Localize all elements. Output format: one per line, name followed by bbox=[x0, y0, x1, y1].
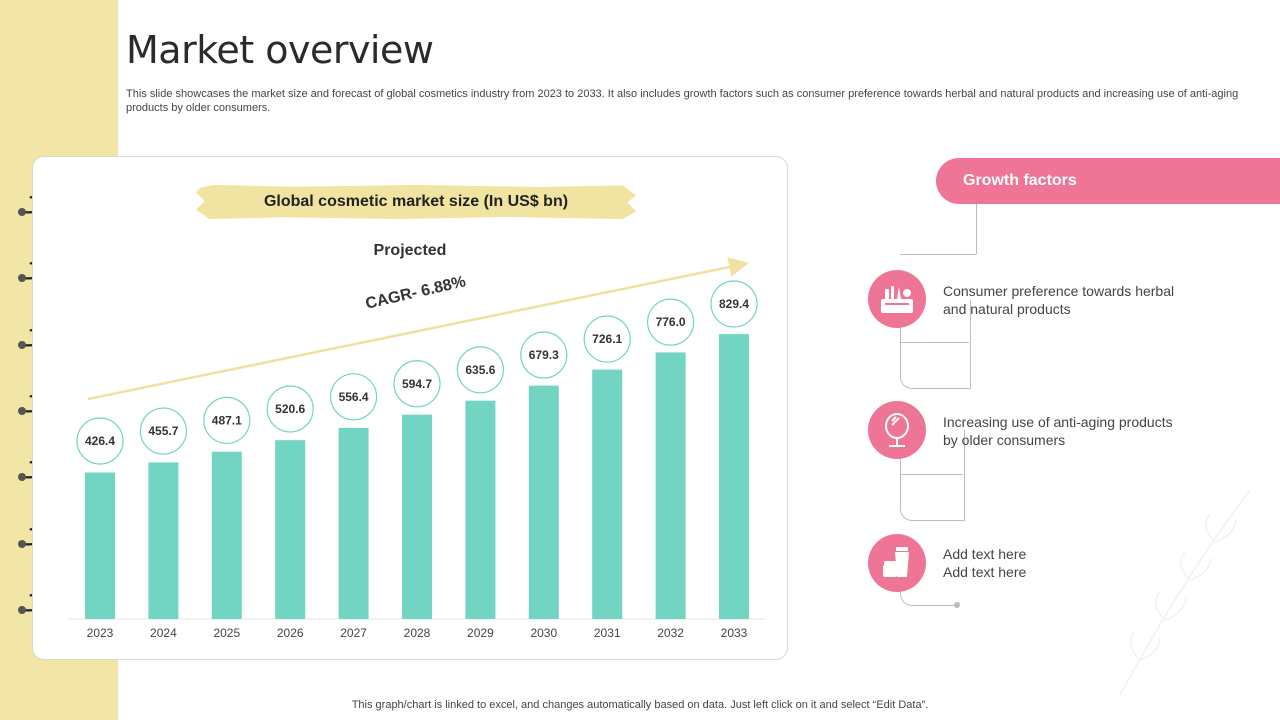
value-label-circle bbox=[330, 373, 378, 421]
cagr-trend-arrow bbox=[87, 257, 749, 401]
value-label-circle bbox=[583, 315, 631, 363]
growth-factor-line: by older consumers bbox=[943, 432, 1066, 448]
value-label-circle bbox=[203, 396, 251, 444]
data-label: 829.4 bbox=[719, 297, 749, 311]
connector-line bbox=[900, 342, 969, 343]
growth-factor-line: Consumer preference towards herbal bbox=[943, 283, 1175, 299]
bar-2032[interactable] bbox=[655, 352, 686, 619]
x-tick-label: 2031 bbox=[594, 626, 621, 640]
growth-factor-text: Add text here Add text here bbox=[943, 545, 1213, 581]
data-label: 455.7 bbox=[148, 424, 178, 438]
bar-2024[interactable] bbox=[148, 462, 179, 619]
x-tick-label: 2032 bbox=[657, 626, 684, 640]
binder-hole bbox=[18, 606, 26, 614]
connector-line bbox=[900, 300, 971, 389]
x-tick-label: 2029 bbox=[467, 626, 494, 640]
growth-factor-line: and natural products bbox=[943, 301, 1071, 317]
bar-2023[interactable] bbox=[85, 472, 115, 619]
binder-hole bbox=[18, 341, 26, 349]
page-description: This slide showcases the market size and… bbox=[126, 88, 1239, 114]
x-tick-label: 2033 bbox=[721, 626, 748, 640]
connector-line bbox=[900, 254, 976, 255]
bar-2026[interactable] bbox=[275, 440, 306, 619]
leaf-decoration bbox=[1119, 489, 1251, 696]
binder-hole bbox=[18, 540, 26, 548]
x-tick-label: 2025 bbox=[213, 626, 240, 640]
value-label-circle bbox=[266, 385, 314, 433]
bar-2025[interactable] bbox=[211, 451, 242, 619]
binder-hole bbox=[18, 407, 26, 415]
connector-line bbox=[900, 430, 965, 521]
bar-2031[interactable] bbox=[592, 369, 623, 619]
page-title: Market overview bbox=[126, 28, 434, 72]
growth-factor-text: Increasing use of anti-aging products by… bbox=[943, 413, 1213, 449]
value-label-circle bbox=[76, 417, 124, 465]
cream-tube-icon bbox=[883, 547, 909, 577]
x-tick-label: 2023 bbox=[87, 626, 114, 640]
data-label: 776.0 bbox=[656, 315, 686, 329]
factor-icon-circle bbox=[868, 401, 926, 459]
binder-hole bbox=[18, 274, 26, 282]
data-label: 594.7 bbox=[402, 377, 432, 391]
binder-hole bbox=[18, 208, 26, 216]
bar-2033[interactable] bbox=[719, 334, 749, 619]
chart-title: Global cosmetic market size (In US$ bn) bbox=[263, 193, 569, 210]
binder-hole bbox=[18, 473, 26, 481]
bar-2029[interactable] bbox=[465, 400, 496, 619]
x-tick-label: 2024 bbox=[150, 626, 177, 640]
value-label-circle bbox=[393, 360, 441, 408]
factor-icon-circle bbox=[868, 270, 926, 328]
growth-factor-line: Add text here bbox=[943, 546, 1027, 562]
data-label: 726.1 bbox=[592, 332, 622, 346]
x-tick-label: 2030 bbox=[530, 626, 557, 640]
data-label: 635.6 bbox=[465, 363, 495, 377]
x-tick-label: 2027 bbox=[340, 626, 367, 640]
factor-icon-circle bbox=[868, 534, 926, 592]
value-label-circle bbox=[710, 280, 758, 328]
connector-line bbox=[976, 204, 977, 254]
x-tick-label: 2028 bbox=[404, 626, 431, 640]
chart-title-brush bbox=[196, 185, 636, 219]
makeup-kit-icon bbox=[881, 286, 913, 313]
value-label-circle bbox=[139, 407, 187, 455]
growth-factor-line: Increasing use of anti-aging products bbox=[943, 414, 1173, 430]
growth-factors-header bbox=[936, 158, 1280, 204]
x-tick-label: 2026 bbox=[277, 626, 304, 640]
bar-2028[interactable] bbox=[402, 414, 432, 619]
connector-line bbox=[900, 474, 963, 475]
data-label: 520.6 bbox=[275, 402, 305, 416]
data-label: 426.4 bbox=[85, 434, 115, 448]
data-label: 679.3 bbox=[529, 348, 559, 362]
connector-end-dot bbox=[954, 602, 960, 608]
growth-factor-line: Add text here bbox=[943, 564, 1027, 580]
value-label-circle bbox=[520, 331, 568, 379]
chart-subtitle: Projected bbox=[373, 242, 447, 259]
footer-note: This graph/chart is linked to excel, and… bbox=[351, 699, 929, 711]
bar-2030[interactable] bbox=[528, 385, 559, 619]
value-label-circle bbox=[456, 346, 504, 394]
growth-factors-title: Growth factors bbox=[963, 172, 1077, 189]
data-label: 556.4 bbox=[339, 390, 369, 404]
bar-2027[interactable] bbox=[338, 427, 369, 619]
value-label-circle bbox=[646, 298, 695, 346]
data-label: 487.1 bbox=[212, 413, 242, 427]
growth-factor-text: Consumer preference towards herbal and n… bbox=[943, 282, 1213, 318]
vanity-mirror-icon bbox=[885, 413, 909, 447]
